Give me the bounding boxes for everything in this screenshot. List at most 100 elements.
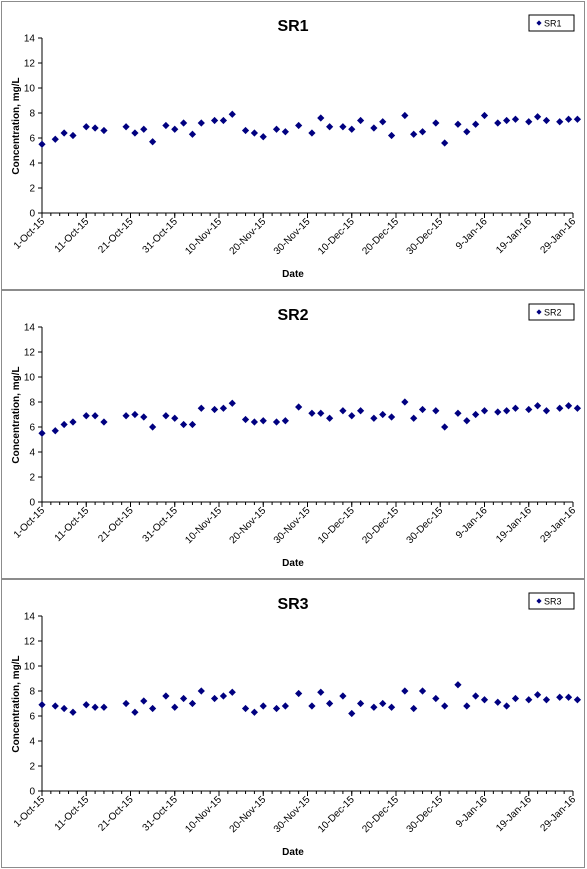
chart-title: SR2 [277, 307, 308, 324]
data-point [463, 417, 471, 425]
x-tick-label: 30-Dec-15 [405, 216, 446, 257]
data-point [357, 699, 365, 708]
data-point [542, 696, 551, 704]
data-point [326, 699, 334, 708]
data-point [171, 414, 179, 422]
data-point [454, 409, 462, 417]
y-tick-label: 0 [29, 498, 35, 509]
y-tick-label: 6 [29, 134, 35, 145]
data-point [91, 703, 99, 711]
legend-marker-icon [536, 309, 542, 315]
data-point [401, 111, 409, 120]
chart-panel-sr2: SR2 0 2 4 6 8 10 12 14 1-Oct-15 11-Oct-15 21-Oct-15… [1, 290, 585, 579]
data-point [379, 410, 387, 419]
data-point [339, 407, 347, 415]
data-point [250, 129, 258, 137]
data-point [188, 130, 197, 138]
data-point [480, 696, 489, 704]
data-point [410, 130, 418, 138]
data-point [494, 119, 502, 127]
x-tick-label: 29-Jan-16 [539, 794, 579, 834]
data-point [534, 113, 542, 121]
y-tick-label: 14 [24, 323, 36, 334]
data-point [348, 709, 356, 718]
legend-label: SR3 [544, 597, 562, 607]
data-point [38, 140, 46, 148]
y-tick-label: 8 [29, 398, 35, 409]
data-point [82, 412, 90, 420]
data-point [100, 418, 108, 426]
data-point [281, 702, 289, 710]
data-point [410, 704, 418, 713]
data-point [219, 404, 228, 412]
data-point [542, 116, 551, 125]
data-point [564, 115, 573, 123]
y-tick-label: 2 [29, 184, 35, 195]
data-point [308, 702, 316, 710]
data-point [525, 118, 533, 126]
y-tick-label: 10 [24, 84, 36, 95]
data-point [463, 702, 471, 710]
data-point [241, 126, 250, 135]
data-point [472, 692, 480, 700]
data-point [100, 703, 108, 711]
data-point [162, 412, 170, 420]
data-point [295, 403, 303, 411]
data-point [418, 405, 427, 414]
y-tick-label: 2 [29, 762, 35, 773]
legend-label: SR2 [544, 308, 562, 318]
chart-title: SR3 [277, 596, 308, 613]
data-point [432, 694, 440, 703]
data-point [410, 414, 418, 422]
data-point [100, 126, 108, 135]
x-axis-label: Date [282, 269, 304, 280]
data-point [281, 417, 289, 425]
data-point [564, 402, 573, 410]
data-point [210, 116, 219, 125]
y-tick-label: 0 [29, 787, 35, 798]
x-tick-label: 1-Oct-15 [12, 794, 48, 830]
data-point [494, 408, 502, 416]
data-point [472, 120, 480, 128]
data-point [379, 118, 387, 126]
data-point [149, 423, 157, 431]
data-point [556, 404, 564, 412]
x-tick-label: 30-Nov-15 [272, 216, 313, 257]
data-point [295, 121, 303, 130]
data-point [387, 703, 396, 711]
data-point [60, 704, 68, 713]
x-tick-label: 1-Oct-15 [12, 216, 48, 252]
data-point [511, 404, 520, 412]
x-tick-label: 31-Oct-15 [141, 505, 181, 545]
y-tick-label: 8 [29, 109, 35, 120]
data-point [454, 681, 462, 689]
data-point [228, 688, 236, 696]
data-point [511, 115, 520, 123]
x-tick-label: 30-Dec-15 [405, 505, 446, 546]
data-point [556, 118, 564, 126]
chart-panel-sr3: SR3 0 2 4 6 8 10 12 14 1-Oct-15 11-Oct-15 21-Oct-15… [1, 579, 585, 868]
data-point [180, 119, 188, 127]
x-tick-label: 9-Jan-16 [454, 505, 490, 541]
data-point [197, 687, 205, 695]
data-point [357, 116, 365, 125]
data-point [60, 129, 68, 137]
data-point [272, 704, 281, 713]
data-point [122, 123, 130, 131]
data-point [197, 119, 205, 127]
y-tick-label: 12 [24, 348, 36, 359]
chart-svg-sr1: SR1 0 2 4 6 8 10 12 14 1-Oct-15 11-Oct-15 21-Oct-15… [11, 14, 582, 280]
data-point [140, 697, 148, 705]
data-point [308, 409, 316, 417]
x-tick-label: 21-Oct-15 [96, 794, 136, 834]
data-point [370, 124, 378, 132]
data-point [188, 699, 197, 708]
x-tick-label: 31-Oct-15 [141, 216, 181, 256]
y-tick-label: 6 [29, 712, 35, 723]
data-point [131, 708, 139, 716]
data-point [317, 688, 325, 696]
data-point [418, 128, 427, 136]
x-tick-label: 1-Oct-15 [12, 505, 48, 541]
data-point [379, 699, 387, 708]
data-point [122, 412, 130, 420]
